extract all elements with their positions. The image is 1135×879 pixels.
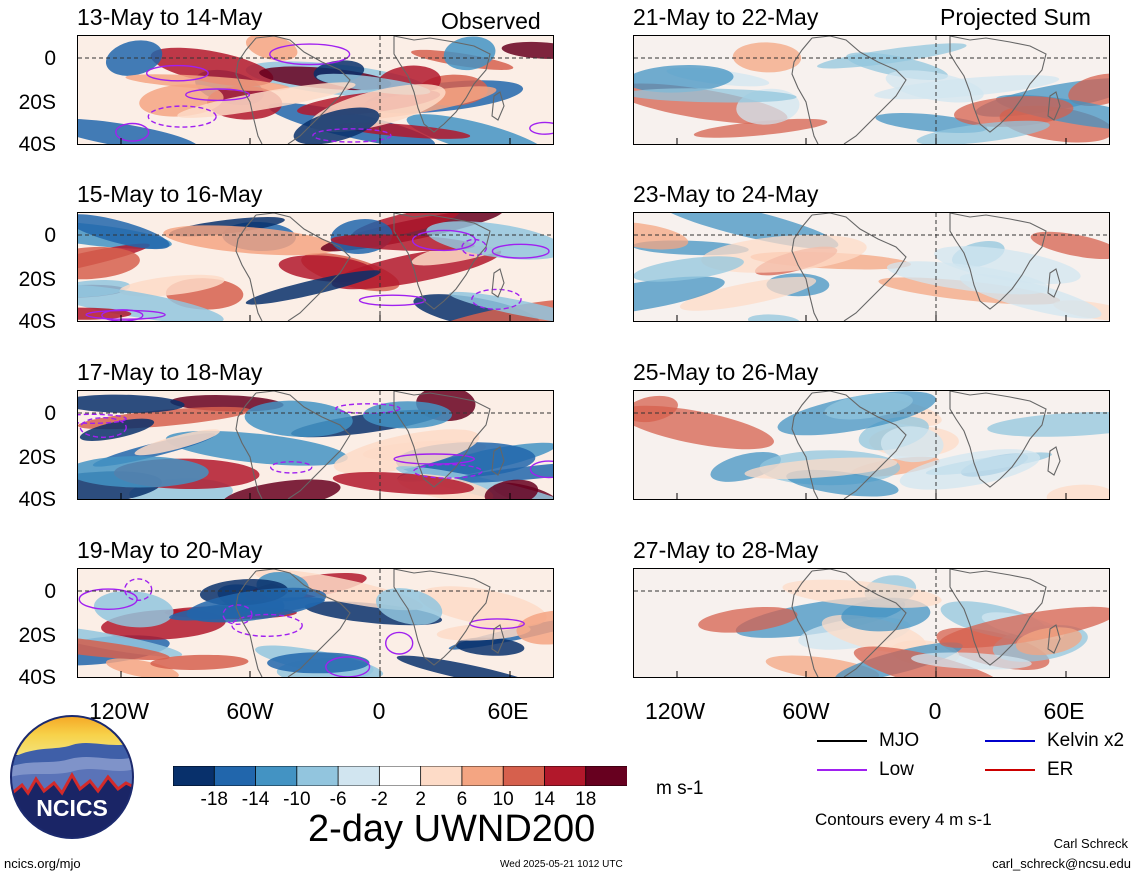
panel-title: 27-May to 28-May	[633, 537, 819, 563]
panel-title: 13-May to 14-May	[77, 4, 263, 30]
map-field	[78, 213, 553, 321]
legend-line-er	[985, 769, 1035, 771]
map-panel	[77, 390, 554, 500]
lon-label-60e: 60E	[487, 698, 529, 724]
lon-label-0: 0	[928, 698, 942, 724]
map-field	[78, 36, 553, 144]
map-panel	[77, 35, 554, 145]
map-field	[634, 213, 1109, 321]
lon-label-60e: 60E	[1043, 698, 1085, 724]
colorbar-tick-label: 6	[456, 789, 468, 810]
colorbar-swatch	[585, 765, 628, 787]
colorbar-swatch	[378, 765, 422, 787]
panel-title: 15-May to 16-May	[77, 181, 263, 207]
colorbar-tick-label: 10	[492, 789, 514, 810]
panel-title: 23-May to 24-May	[633, 181, 819, 207]
colorbar-swatch	[337, 765, 381, 787]
colorbar-tick-label: -14	[241, 789, 270, 810]
lat-label-20s: 20S	[18, 446, 56, 469]
map-field	[78, 569, 553, 677]
legend-label-mjo: MJO	[879, 730, 920, 751]
colorbar-swatch	[544, 765, 587, 787]
map-field	[634, 569, 1109, 677]
colorbar-tick-label: 18	[575, 789, 597, 810]
legend-line-low	[817, 769, 867, 771]
legend-label-er: ER	[1047, 759, 1074, 780]
lon-label-120w: 120W	[88, 698, 150, 724]
map-panel	[633, 390, 1110, 500]
lat-label-20s: 20S	[18, 91, 56, 114]
footer-email: carl_schreck@ncsu.edu	[992, 856, 1131, 871]
footer-timestamp: Wed 2025-05-21 1012 UTC	[500, 859, 623, 870]
lat-label-0: 0	[44, 402, 56, 425]
map-panel	[633, 35, 1110, 145]
footer-author: Carl Schreck	[1053, 836, 1128, 851]
colorbar-swatch	[213, 765, 257, 787]
lat-label-0: 0	[44, 47, 56, 70]
figure-title: 2-day UWND200	[308, 808, 596, 850]
map-panel	[633, 212, 1110, 322]
map-panel	[633, 568, 1110, 678]
colorbar-tick-label: -18	[200, 789, 228, 810]
legend: MJO Kelvin x2 Low ER	[815, 728, 1135, 788]
map-field	[78, 391, 553, 499]
legend-label-kelvin: Kelvin x2	[1047, 730, 1125, 751]
map-field	[634, 36, 1109, 144]
panel-title: 17-May to 18-May	[77, 359, 263, 385]
colorbar-tick-label: -6	[329, 789, 347, 810]
colorbar-swatch	[420, 765, 463, 787]
colorbar	[172, 765, 628, 787]
map-field	[634, 391, 1109, 499]
footer-website: ncics.org/mjo	[4, 856, 81, 871]
lat-label-20s: 20S	[18, 268, 56, 291]
legend-line-kelvin	[985, 740, 1035, 742]
panel-title: 19-May to 20-May	[77, 537, 263, 563]
lat-label-0: 0	[44, 580, 56, 603]
ncics-logo: NCICS	[10, 715, 134, 839]
colorbar-units: m s-1	[656, 778, 704, 799]
projected-label: Projected Sum	[940, 4, 1091, 30]
colorbar-swatch	[255, 765, 298, 787]
observed-label: Observed	[441, 8, 541, 34]
colorbar-tick-label: 14	[533, 789, 556, 810]
lat-label-20s: 20S	[18, 624, 56, 647]
map-panel	[77, 212, 554, 322]
colorbar-tick-label: -2	[370, 789, 388, 810]
lat-label-40s: 40S	[18, 666, 56, 689]
colorbar-tick-label: -10	[283, 789, 311, 810]
colorbar-swatch	[296, 765, 339, 787]
map-panel	[77, 568, 554, 678]
logo-text: NCICS	[36, 795, 108, 821]
panel-title: 25-May to 26-May	[633, 359, 819, 385]
lon-label-60w: 60W	[782, 698, 830, 724]
colorbar-tick-label: 2	[415, 789, 426, 810]
legend-line-mjo	[817, 740, 867, 742]
lon-label-60w: 60W	[226, 698, 274, 724]
panel-title: 21-May to 22-May	[633, 4, 819, 30]
lon-label-0: 0	[372, 698, 386, 724]
lon-label-120w: 120W	[644, 698, 706, 724]
contours-note: Contours every 4 m s-1	[815, 810, 992, 829]
colorbar-swatch	[461, 765, 505, 787]
lat-label-0: 0	[44, 224, 56, 247]
colorbar-swatch	[502, 765, 546, 787]
lat-label-40s: 40S	[18, 310, 56, 333]
legend-label-low: Low	[879, 759, 914, 780]
lat-label-40s: 40S	[18, 488, 56, 511]
lat-label-40s: 40S	[18, 133, 56, 156]
colorbar-swatch	[172, 765, 216, 787]
